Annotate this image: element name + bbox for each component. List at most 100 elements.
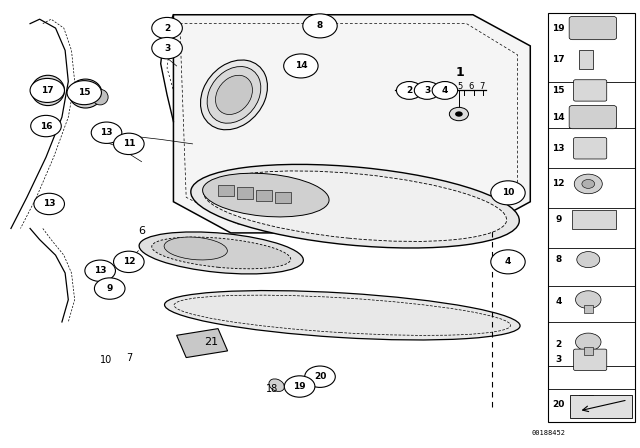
Text: 13: 13: [100, 128, 113, 137]
Text: 3: 3: [555, 355, 561, 364]
Circle shape: [284, 376, 315, 397]
Circle shape: [491, 181, 525, 205]
Circle shape: [432, 82, 458, 99]
Text: 8: 8: [317, 22, 323, 30]
Text: 2: 2: [406, 86, 412, 95]
Text: 6: 6: [138, 226, 145, 236]
Circle shape: [152, 17, 182, 39]
Circle shape: [303, 14, 337, 38]
Polygon shape: [173, 15, 531, 233]
Ellipse shape: [69, 79, 102, 108]
Circle shape: [113, 251, 144, 272]
Circle shape: [92, 122, 122, 143]
FancyBboxPatch shape: [569, 106, 616, 129]
Bar: [256, 190, 272, 201]
Text: 7: 7: [479, 82, 484, 91]
Text: 2: 2: [555, 340, 561, 349]
FancyBboxPatch shape: [573, 80, 607, 101]
Circle shape: [577, 252, 600, 267]
Text: 20: 20: [314, 372, 326, 381]
Circle shape: [284, 54, 318, 78]
Circle shape: [95, 278, 125, 299]
Text: 15: 15: [552, 86, 564, 95]
Circle shape: [34, 193, 65, 215]
Ellipse shape: [191, 164, 519, 248]
Bar: [548, 13, 636, 422]
Circle shape: [31, 116, 61, 137]
Bar: [218, 185, 234, 196]
Text: 12: 12: [123, 257, 135, 267]
Bar: [584, 305, 593, 313]
Circle shape: [574, 174, 602, 194]
Text: 17: 17: [552, 55, 564, 64]
Text: 13: 13: [43, 199, 56, 208]
Text: 2: 2: [164, 24, 170, 33]
Text: 13: 13: [552, 144, 564, 153]
FancyBboxPatch shape: [573, 349, 607, 370]
Text: 12: 12: [552, 180, 564, 189]
Text: 20: 20: [552, 400, 564, 409]
Text: 19: 19: [552, 24, 564, 33]
FancyBboxPatch shape: [569, 17, 616, 40]
Text: 00188452: 00188452: [531, 430, 565, 436]
Text: 9: 9: [555, 215, 561, 224]
Bar: [572, 210, 616, 229]
Text: 15: 15: [78, 88, 90, 97]
Bar: [237, 188, 253, 198]
Text: 10: 10: [100, 355, 113, 365]
Ellipse shape: [216, 75, 252, 115]
Polygon shape: [570, 396, 632, 418]
FancyBboxPatch shape: [573, 138, 607, 159]
Text: 10: 10: [502, 188, 514, 197]
Text: 4: 4: [442, 86, 448, 95]
Circle shape: [85, 260, 115, 281]
Circle shape: [113, 133, 144, 155]
Text: 8: 8: [555, 255, 561, 264]
Text: 7: 7: [125, 353, 132, 362]
Text: 6: 6: [468, 82, 474, 91]
Text: 14: 14: [552, 112, 564, 122]
Polygon shape: [177, 329, 228, 358]
Bar: [584, 347, 593, 355]
Ellipse shape: [152, 237, 291, 269]
Circle shape: [396, 82, 422, 99]
Ellipse shape: [164, 237, 227, 260]
Text: 14: 14: [294, 61, 307, 70]
Text: 9: 9: [106, 284, 113, 293]
Text: 3: 3: [164, 43, 170, 52]
Circle shape: [305, 366, 335, 388]
Circle shape: [152, 38, 182, 59]
Circle shape: [414, 82, 440, 99]
Ellipse shape: [35, 117, 60, 128]
Circle shape: [575, 333, 601, 351]
Ellipse shape: [164, 291, 520, 340]
Text: 11: 11: [123, 139, 135, 148]
Bar: [579, 50, 593, 69]
Text: 4: 4: [555, 297, 561, 306]
Text: 16: 16: [40, 121, 52, 130]
Ellipse shape: [139, 232, 303, 274]
Text: 21: 21: [205, 337, 219, 347]
Circle shape: [491, 250, 525, 274]
Bar: [275, 192, 291, 203]
Ellipse shape: [92, 89, 108, 105]
Ellipse shape: [31, 75, 65, 106]
Ellipse shape: [269, 379, 284, 392]
Circle shape: [449, 108, 468, 121]
Circle shape: [30, 78, 65, 103]
Circle shape: [575, 291, 601, 309]
Text: 1: 1: [456, 66, 465, 79]
Bar: [579, 395, 593, 414]
Circle shape: [67, 81, 101, 105]
Ellipse shape: [203, 173, 329, 217]
Text: 18: 18: [266, 384, 278, 394]
Text: 17: 17: [41, 86, 54, 95]
Text: 19: 19: [293, 382, 306, 391]
Text: 4: 4: [505, 257, 511, 267]
Text: 3: 3: [424, 86, 430, 95]
Circle shape: [455, 112, 463, 116]
Ellipse shape: [200, 60, 268, 130]
Text: 13: 13: [94, 266, 106, 275]
Text: 5: 5: [458, 82, 463, 91]
Ellipse shape: [204, 171, 507, 241]
